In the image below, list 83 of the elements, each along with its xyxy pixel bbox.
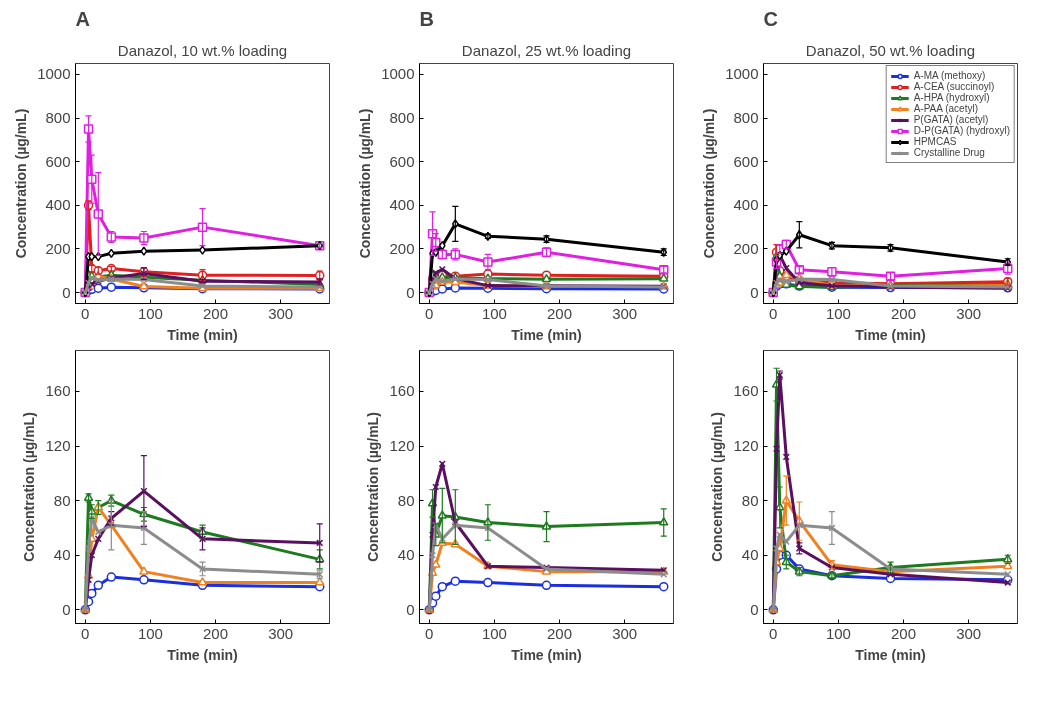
legend-label: P(GATA) (acetyl)	[913, 114, 989, 125]
y-tick-label: 160	[45, 382, 71, 400]
y-tick-label: 120	[733, 437, 759, 455]
y-axis-title: Concentration (µg/mL)	[13, 108, 30, 259]
legend-label: D-P(GATA) (hydroxyl)	[913, 125, 1010, 136]
chart-title: Danazol, 10 wt.% loading	[117, 41, 288, 59]
y-tick-label: 0	[406, 283, 415, 301]
y-tick-label: 600	[45, 152, 71, 170]
text: A	[75, 7, 90, 30]
x-tick-label: 300	[612, 624, 638, 642]
x-axis-title: Time (min)	[167, 646, 238, 663]
x-tick-label: 200	[891, 304, 917, 322]
x-axis-title: Time (min)	[855, 646, 926, 663]
x-axis-title: Time (min)	[167, 326, 238, 343]
y-tick-label: 0	[62, 283, 71, 301]
legend-label: HPMCAS	[913, 136, 957, 147]
chart-title: Danazol, 50 wt.% loading	[805, 41, 976, 59]
y-tick-label: 800	[389, 109, 415, 127]
legend-label: A-MA (methoxy)	[913, 70, 986, 81]
y-tick-label: 200	[733, 239, 759, 257]
chart-title: Danazol, 25 wt.% loading	[461, 41, 632, 59]
y-tick-label: 160	[389, 382, 415, 400]
x-tick-label: 0	[425, 624, 434, 642]
y-tick-label: 40	[741, 546, 759, 564]
text: C	[763, 7, 778, 30]
y-tick-label: 80	[397, 491, 415, 509]
x-tick-label: 0	[769, 304, 778, 322]
x-tick-label: 100	[481, 304, 507, 322]
x-tick-label: 300	[956, 624, 982, 642]
x-tick-label: 0	[769, 624, 778, 642]
y-tick-label: 120	[389, 437, 415, 455]
x-tick-label: 100	[137, 304, 163, 322]
x-tick-label: 100	[825, 304, 851, 322]
y-tick-label: 200	[45, 239, 71, 257]
y-tick-label: 160	[733, 382, 759, 400]
x-tick-label: 200	[203, 304, 229, 322]
y-tick-label: 0	[750, 600, 759, 618]
x-tick-label: 300	[268, 624, 294, 642]
text: B	[419, 7, 434, 30]
y-tick-label: 1000	[37, 65, 71, 83]
y-tick-label: 600	[389, 152, 415, 170]
y-tick-label: 800	[733, 109, 759, 127]
x-tick-label: 0	[81, 624, 90, 642]
y-tick-label: 80	[53, 491, 71, 509]
y-tick-label: 40	[53, 546, 71, 564]
x-tick-label: 200	[547, 624, 573, 642]
y-tick-label: 120	[45, 437, 71, 455]
y-tick-label: 400	[45, 196, 71, 214]
y-tick-label: 400	[733, 196, 759, 214]
x-tick-label: 300	[612, 304, 638, 322]
y-tick-label: 80	[741, 491, 759, 509]
x-tick-label: 100	[825, 624, 851, 642]
y-tick-label: 40	[397, 546, 415, 564]
y-axis-title: Concentration (µg/mL)	[365, 412, 382, 562]
x-tick-label: 200	[891, 624, 917, 642]
y-tick-label: 800	[45, 109, 71, 127]
x-tick-label: 0	[81, 304, 90, 322]
legend-label: A-PAA (acetyl)	[913, 103, 978, 114]
y-tick-label: 0	[406, 600, 415, 618]
x-axis-title: Time (min)	[511, 646, 582, 663]
x-axis-title: Time (min)	[511, 326, 582, 343]
x-tick-label: 100	[481, 624, 507, 642]
y-tick-label: 600	[733, 152, 759, 170]
x-tick-label: 200	[547, 304, 573, 322]
legend-label: A-HPA (hydroxyl)	[913, 92, 990, 103]
x-tick-label: 200	[203, 624, 229, 642]
y-tick-label: 1000	[725, 65, 759, 83]
y-tick-label: 0	[62, 600, 71, 618]
x-tick-label: 300	[268, 304, 294, 322]
y-tick-label: 1000	[381, 65, 415, 83]
y-axis-title: Concentration (µg/mL)	[709, 412, 726, 562]
legend-label: A-CEA (succinoyl)	[913, 81, 995, 92]
y-tick-label: 0	[750, 283, 759, 301]
x-tick-label: 300	[956, 304, 982, 322]
y-tick-label: 400	[389, 196, 415, 214]
x-tick-label: 0	[425, 304, 434, 322]
y-axis-title: Concentration (µg/mL)	[701, 108, 718, 259]
legend-label: Crystalline Drug	[913, 147, 985, 158]
y-axis-title: Concentration (µg/mL)	[21, 412, 38, 562]
y-axis-title: Concentration (µg/mL)	[357, 108, 374, 259]
x-axis-title: Time (min)	[855, 326, 926, 343]
y-tick-label: 200	[389, 239, 415, 257]
x-tick-label: 100	[137, 624, 163, 642]
